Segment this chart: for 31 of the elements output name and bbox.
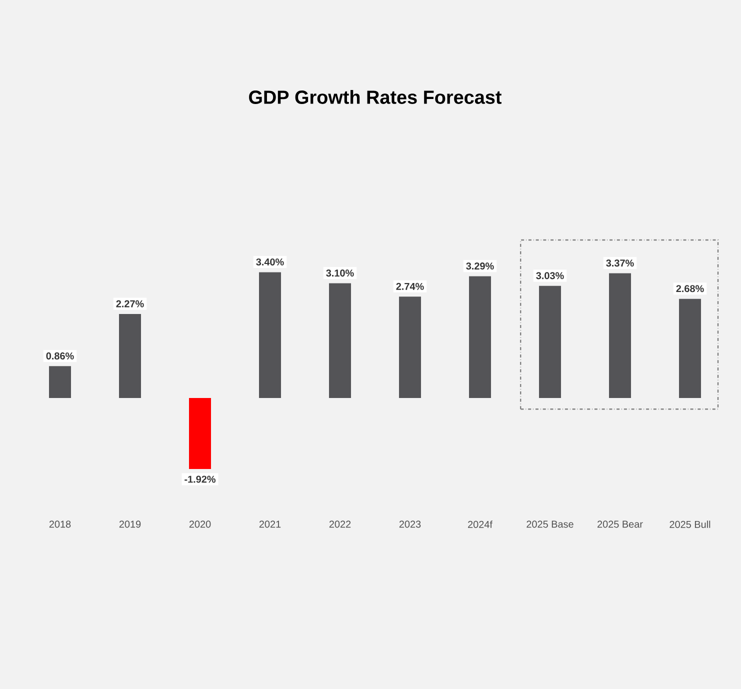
bar bbox=[539, 286, 562, 398]
bar bbox=[259, 272, 282, 398]
bar bbox=[189, 398, 211, 470]
data-label: 3.03% bbox=[536, 272, 564, 280]
chart-title: GDP Growth Rates Forecast bbox=[249, 90, 502, 104]
x-tick-label: 2022 bbox=[329, 520, 351, 528]
data-label: 2.68% bbox=[676, 285, 704, 292]
bar bbox=[609, 273, 632, 398]
bar bbox=[679, 298, 702, 398]
x-tick-label: 2025 Bull bbox=[670, 520, 710, 528]
x-tick-label: 2021 bbox=[259, 520, 281, 528]
data-label: 3.10% bbox=[326, 270, 354, 277]
data-label: 2.74% bbox=[396, 282, 424, 290]
bar bbox=[119, 314, 141, 398]
data-label: 3.40% bbox=[256, 258, 284, 266]
data-label: 0.86% bbox=[46, 352, 74, 360]
x-tick-label: 2019 bbox=[119, 520, 141, 528]
bar bbox=[49, 366, 71, 398]
x-tick-label: 2024f bbox=[468, 520, 492, 528]
bar bbox=[329, 283, 352, 398]
data-label: 3.37% bbox=[606, 260, 634, 267]
x-tick-label: 2018 bbox=[49, 520, 71, 528]
data-label: -1.92% bbox=[184, 476, 216, 483]
bar bbox=[469, 276, 492, 398]
x-tick-label: 2025 Base bbox=[526, 520, 574, 528]
x-tick-label: 2020 bbox=[189, 520, 211, 528]
data-label: 3.29% bbox=[466, 262, 494, 270]
x-tick-label: 2025 Bear bbox=[598, 520, 643, 528]
x-tick-label: 2023 bbox=[399, 520, 421, 528]
data-label: 2.27% bbox=[116, 300, 144, 308]
bar bbox=[399, 296, 422, 398]
